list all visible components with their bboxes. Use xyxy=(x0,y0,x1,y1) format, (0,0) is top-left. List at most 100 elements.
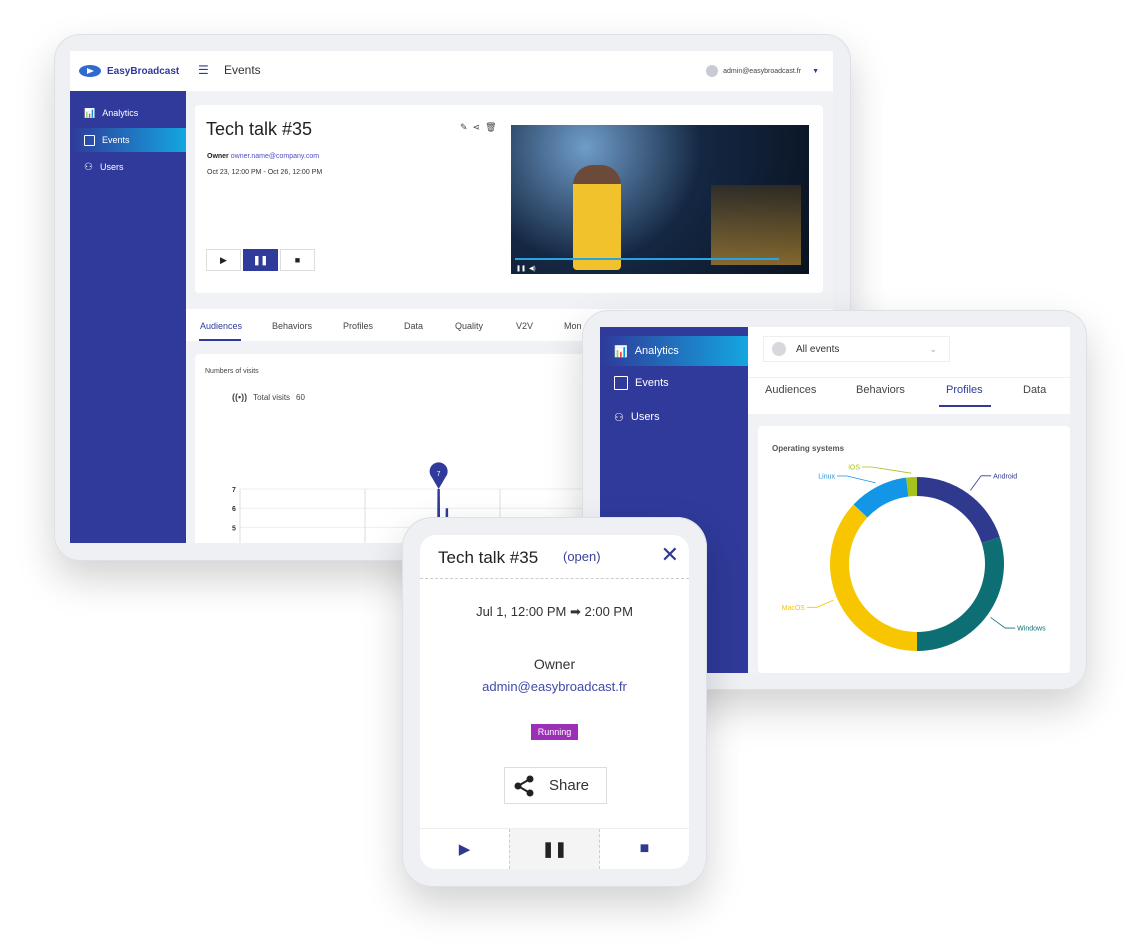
phone-screen: Tech talk #35 (open) ✕ Jul 1, 12:00 PM ➡… xyxy=(420,535,689,869)
tab-audiences[interactable]: Audiences xyxy=(765,384,817,396)
tab-data[interactable]: Data xyxy=(404,321,424,331)
stop-button[interactable]: ■ xyxy=(639,840,650,857)
brand-logo: EasyBroadcast xyxy=(78,63,179,79)
event-title: Tech talk #35 xyxy=(438,548,539,567)
volume-icon[interactable]: ◀) xyxy=(529,266,536,272)
sidebar-item-users[interactable]: ⚇ Users xyxy=(70,155,186,179)
share-button[interactable]: Share xyxy=(504,767,607,804)
brand-name: EasyBroadcast xyxy=(107,65,180,77)
chevron-down-icon: ▼ xyxy=(812,67,819,75)
owner-line: Owner owner.name@company.com xyxy=(207,153,319,160)
sidebar-item-events[interactable]: Events xyxy=(600,366,748,400)
sidebar-label: Analytics xyxy=(102,108,139,118)
sidebar-label: Users xyxy=(99,162,124,172)
broadcast-icon: ((•)) xyxy=(232,392,248,402)
donut-label: Linux xyxy=(818,474,835,481)
logo-icon xyxy=(79,65,101,77)
donut-slice-android xyxy=(917,477,1000,543)
donut-label: Android xyxy=(993,473,1017,480)
donut-label: iOS xyxy=(848,465,860,472)
sidebar-label: Events xyxy=(635,377,669,389)
play-button[interactable]: ▶ xyxy=(206,249,241,271)
donut-leader-line xyxy=(970,475,992,491)
event-dates: Jul 1, 12:00 PM ➡ 2:00 PM xyxy=(476,604,633,619)
event-filter-icon xyxy=(772,342,786,356)
play-square-icon xyxy=(84,134,95,146)
tab-profiles[interactable]: Profiles xyxy=(946,384,983,396)
sidebar-label: Events xyxy=(102,135,130,145)
user-email: admin@easybroadcast.fr xyxy=(723,67,802,75)
chart-icon: 📊 xyxy=(614,345,628,358)
video-player[interactable]: ❚❚ ◀) xyxy=(511,125,809,274)
owner-email[interactable]: admin@easybroadcast.fr xyxy=(482,679,627,694)
sidebar-label: Users xyxy=(630,411,660,423)
donut-slice-ios xyxy=(906,477,917,497)
page-title: Events xyxy=(224,63,261,77)
donut-leader-line xyxy=(806,599,834,608)
donut-label: Windows xyxy=(1017,626,1046,633)
play-square-icon xyxy=(614,376,628,390)
active-tab-indicator xyxy=(199,339,241,341)
active-tab-indicator xyxy=(939,405,991,407)
event-card: Tech talk #35 Owner owner.name@company.c… xyxy=(195,105,823,293)
pause-button[interactable]: ❚❚ xyxy=(243,249,278,271)
y-tick-label: 7 xyxy=(232,487,236,494)
desktop-screen: EasyBroadcast ☰ Events admin@easybroadca… xyxy=(70,51,833,543)
tab-profiles[interactable]: Profiles xyxy=(343,321,374,331)
play-button[interactable]: ▶ xyxy=(458,841,471,858)
close-icon[interactable]: ✕ xyxy=(660,542,679,567)
edit-icon[interactable]: ✎ xyxy=(460,122,468,132)
pause-button[interactable]: ❚❚ xyxy=(509,829,600,869)
share-icon xyxy=(514,775,534,796)
event-state: (open) xyxy=(563,549,601,564)
donut-leader-line xyxy=(990,617,1016,629)
chart-title: Operating systems xyxy=(772,444,845,453)
user-menu[interactable]: admin@easybroadcast.fr ▼ xyxy=(706,65,819,77)
tablet-header: All events ⌄ Audiences Behaviors Profile… xyxy=(748,327,1070,414)
sidebar-label: Analytics xyxy=(634,345,679,357)
users-icon: ⚇ xyxy=(614,411,624,424)
owner-label: Owner xyxy=(533,656,576,672)
chart-icon: 📊 xyxy=(84,107,96,118)
y-tick-label: 6 xyxy=(232,506,236,513)
total-visits-value: 60 xyxy=(296,392,305,402)
menu-toggle-icon[interactable]: ☰ xyxy=(198,63,209,77)
tab-behaviors[interactable]: Behaviors xyxy=(856,384,905,396)
sidebar: 📊 Analytics Events ⚇ Users xyxy=(70,91,186,543)
sidebar-item-events[interactable]: Events xyxy=(70,128,186,152)
phone-frame: Tech talk #35 (open) ✕ Jul 1, 12:00 PM ➡… xyxy=(402,517,707,887)
donut-slice-windows xyxy=(917,537,1004,651)
video-pause-icon[interactable]: ❚❚ xyxy=(516,266,527,272)
tab-data[interactable]: Data xyxy=(1023,384,1047,396)
tab-v2v[interactable]: V2V xyxy=(516,321,534,331)
tab-audiences[interactable]: Audiences xyxy=(200,321,243,331)
phone-header: Tech talk #35 (open) ✕ xyxy=(420,535,689,579)
donut-slice-macos xyxy=(830,504,917,651)
owner-email[interactable]: owner.name@company.com xyxy=(230,153,320,160)
chevron-down-icon: ⌄ xyxy=(929,343,937,354)
share-label: Share xyxy=(549,777,590,794)
filter-value: All events xyxy=(796,343,840,355)
event-title: Tech talk #35 xyxy=(206,119,313,139)
video-progress-bar[interactable] xyxy=(515,258,779,260)
avatar-icon xyxy=(706,65,719,77)
chart-title: Numbers of visits xyxy=(205,368,259,375)
sidebar-item-analytics[interactable]: 📊 Analytics xyxy=(600,336,748,366)
desktop-frame: EasyBroadcast ☰ Events admin@easybroadca… xyxy=(54,34,851,561)
stop-button[interactable]: ■ xyxy=(280,249,315,271)
tab-behaviors[interactable]: Behaviors xyxy=(272,321,313,331)
donut-leader-line xyxy=(837,475,876,484)
video-speaker-figure xyxy=(573,165,621,270)
share-icon[interactable]: ⋖ xyxy=(472,122,481,132)
donut-label: MacOS xyxy=(782,605,806,612)
event-dates: Oct 23, 12:00 PM - Oct 26, 12:00 PM xyxy=(207,169,323,176)
delete-icon[interactable]: 🗑 xyxy=(485,122,497,132)
donut-slice-linux xyxy=(853,477,909,518)
status-badge: Running xyxy=(530,724,579,740)
tab-quality[interactable]: Quality xyxy=(455,321,484,331)
event-filter-select[interactable]: All events ⌄ xyxy=(763,336,950,362)
tab-monitoring[interactable]: Mon xyxy=(564,321,582,331)
sidebar-item-users[interactable]: ⚇ Users xyxy=(600,400,748,434)
sidebar-item-analytics[interactable]: 📊 Analytics xyxy=(70,101,186,125)
peak-marker-label: 7 xyxy=(437,471,441,478)
